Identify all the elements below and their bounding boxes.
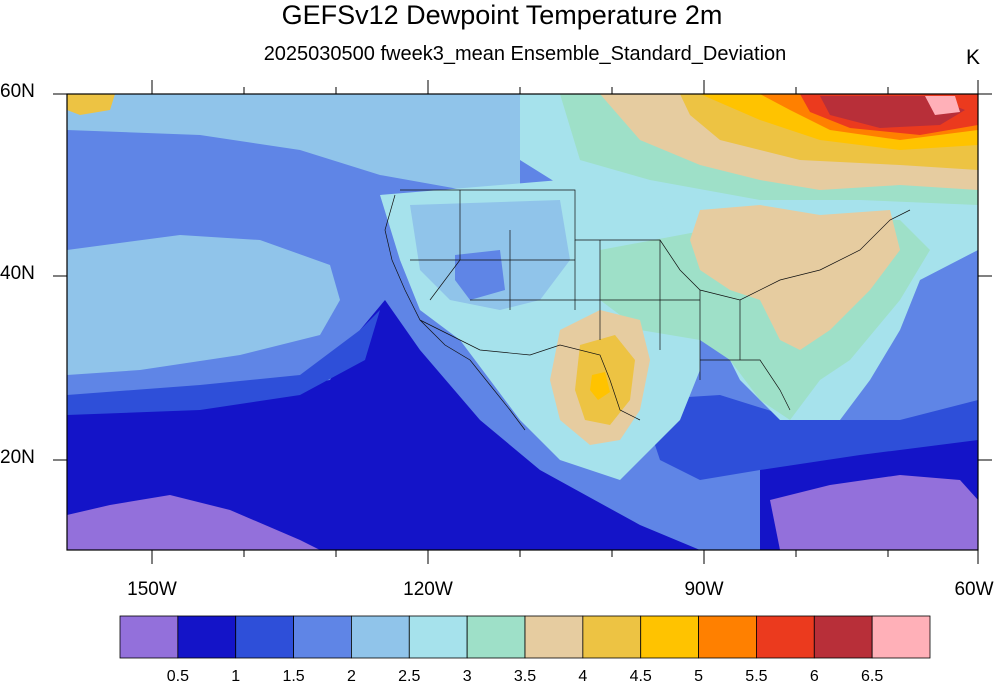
lat-label-60n: 60N (0, 81, 35, 102)
lat-label-40n: 40N (0, 263, 35, 284)
colorbar-tick-label: 1 (231, 668, 241, 685)
colorbar-tick-label: 0.5 (166, 668, 189, 685)
colorbar-tick-label: 2.5 (398, 668, 421, 685)
colorbar-tick-label: 3 (462, 668, 472, 685)
colorbar-tick-label: 2 (346, 668, 356, 685)
lon-label-60w: 60W (954, 579, 994, 600)
colorbar-swatch (640, 615, 699, 659)
lat-label-20n: 20N (0, 447, 35, 468)
colorbar-tick-label: 5.5 (745, 668, 768, 685)
lon-label-120w: 120W (403, 579, 453, 600)
colorbar-tick-label: 6.5 (861, 668, 884, 685)
colorbar-swatch (871, 615, 931, 659)
axis-ticks (53, 80, 992, 564)
map-subtitle: 2025030500 fweek3_mean Ensemble_Standard… (263, 43, 787, 65)
colorbar-tick-label: 6 (809, 668, 819, 685)
colorbar-tick-label: 5 (694, 668, 704, 685)
colorbar (119, 615, 931, 659)
colorbar-swatch (813, 615, 873, 659)
colorbar-swatch (698, 615, 757, 659)
colorbar-swatch (466, 615, 526, 659)
colorbar-swatch (351, 615, 410, 659)
lon-label-150w: 150W (127, 579, 177, 600)
units-label: K (966, 46, 981, 69)
colorbar-swatch (119, 615, 179, 659)
map-frame (66, 93, 979, 551)
colorbar-tick-label: 1.5 (282, 668, 305, 685)
colorbar-swatch (524, 615, 584, 659)
colorbar-swatch (235, 615, 294, 659)
colorbar-tick-label: 4 (578, 668, 588, 685)
map-title: GEFSv12 Dewpoint Temperature 2m (281, 0, 723, 30)
colorbar-swatch (177, 615, 237, 659)
std-dev-contours (67, 94, 978, 550)
lon-label-90w: 90W (684, 579, 724, 600)
colorbar-swatch (408, 615, 468, 659)
colorbar-swatch (582, 615, 642, 659)
colorbar-tick-label: 4.5 (629, 668, 652, 685)
colorbar-swatch (293, 615, 352, 659)
colorbar-tick-label: 3.5 (513, 668, 537, 685)
colorbar-swatch (756, 615, 815, 659)
